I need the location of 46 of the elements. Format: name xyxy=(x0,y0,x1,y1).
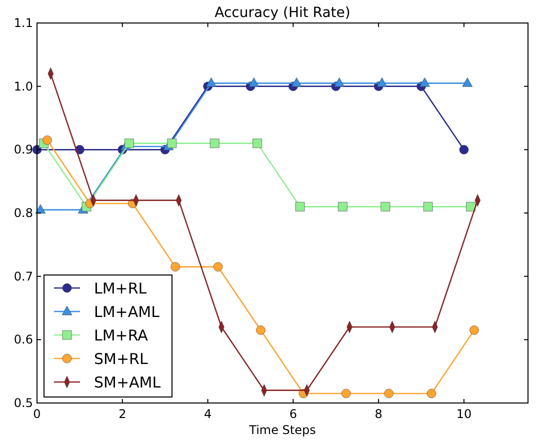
point xyxy=(338,202,348,212)
point xyxy=(334,77,345,87)
point xyxy=(384,388,394,398)
x-tick-label: 0 xyxy=(33,407,41,421)
point xyxy=(167,138,177,148)
y-tick-label: 0.5 xyxy=(14,396,33,410)
point xyxy=(42,135,52,145)
legend-label: LM+RA xyxy=(94,326,149,344)
point xyxy=(423,202,433,212)
y-tick-label: 0.8 xyxy=(14,206,33,220)
point xyxy=(376,77,388,87)
y-tick-label: 1.1 xyxy=(14,16,33,30)
x-tick-label: 6 xyxy=(289,407,297,421)
point xyxy=(213,262,223,272)
x-axis-title: Time Steps xyxy=(248,423,316,437)
point xyxy=(469,325,479,335)
legend-label: LM+RL xyxy=(94,280,148,298)
x-tick-label: 4 xyxy=(204,407,212,421)
x-tick-label: 10 xyxy=(456,407,472,421)
point xyxy=(466,202,476,212)
legend-label: SM+AML xyxy=(94,374,162,392)
point xyxy=(170,262,180,272)
legend-label: SM+RL xyxy=(94,350,148,368)
point xyxy=(459,144,469,154)
x-tick-label: 8 xyxy=(374,407,382,421)
y-tick-label: 1.0 xyxy=(14,79,33,94)
point xyxy=(124,138,134,148)
point xyxy=(35,204,46,214)
chart-title: Accuracy (Hit Rate) xyxy=(214,5,350,21)
point xyxy=(252,138,262,148)
point xyxy=(295,202,305,212)
point xyxy=(210,138,220,148)
point xyxy=(419,77,430,87)
y-tick-label: 0.9 xyxy=(14,142,33,157)
point xyxy=(380,202,390,212)
point xyxy=(248,77,260,87)
x-tick-label: 2 xyxy=(118,407,126,421)
legend-label: LM+AML xyxy=(94,303,160,321)
point xyxy=(256,325,266,335)
point xyxy=(462,77,473,87)
point xyxy=(291,77,302,87)
y-tick-label: 0.6 xyxy=(14,332,33,347)
point xyxy=(341,388,351,398)
point xyxy=(206,77,216,87)
point xyxy=(426,388,436,398)
y-tick-label: 0.7 xyxy=(14,269,33,284)
